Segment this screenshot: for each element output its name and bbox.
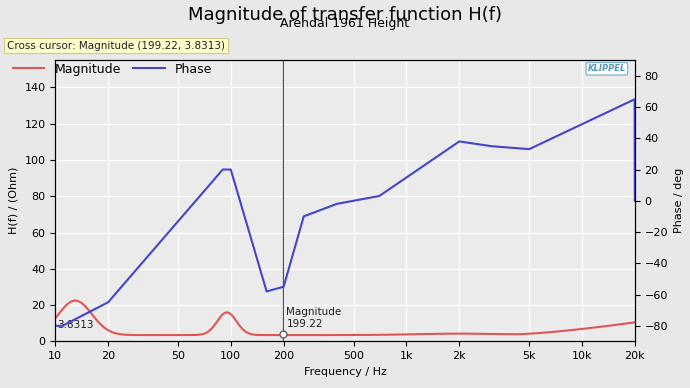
Text: Arendal 1961 Height: Arendal 1961 Height xyxy=(280,17,410,31)
Magnitude xyxy=(71,298,79,303)
Phase xyxy=(51,324,59,328)
Magnitude xyxy=(117,332,126,337)
Magnitude xyxy=(274,333,282,338)
Phase xyxy=(117,285,126,289)
Line: Magnitude: Magnitude xyxy=(55,301,635,335)
Line: Phase: Phase xyxy=(55,99,635,326)
Magnitude xyxy=(152,333,160,338)
Magnitude xyxy=(620,322,628,326)
Phase xyxy=(273,286,282,291)
Phase xyxy=(631,199,639,203)
Magnitude xyxy=(299,333,307,338)
Magnitude xyxy=(51,316,59,320)
Phase xyxy=(299,218,307,222)
Phase xyxy=(619,102,627,107)
Text: 3.8313: 3.8313 xyxy=(57,320,94,330)
Phase xyxy=(152,245,160,249)
Y-axis label: H(f) / (Ohm): H(f) / (Ohm) xyxy=(9,167,19,234)
Text: KLIPPEL: KLIPPEL xyxy=(588,64,626,73)
X-axis label: Frequency / Hz: Frequency / Hz xyxy=(304,367,386,377)
Phase xyxy=(631,97,639,102)
Text: Magnitude of transfer function H(f): Magnitude of transfer function H(f) xyxy=(188,6,502,24)
Text: Magnitude
199.22: Magnitude 199.22 xyxy=(286,307,342,329)
Magnitude xyxy=(558,329,566,333)
Magnitude xyxy=(631,320,639,325)
Legend: Magnitude, Phase: Magnitude, Phase xyxy=(13,62,212,76)
Magnitude xyxy=(167,333,175,338)
Y-axis label: Phase / deg: Phase / deg xyxy=(673,168,684,234)
Text: Cross cursor: Magnitude (199.22, 3.8313): Cross cursor: Magnitude (199.22, 3.8313) xyxy=(7,41,225,51)
Phase xyxy=(557,132,565,137)
